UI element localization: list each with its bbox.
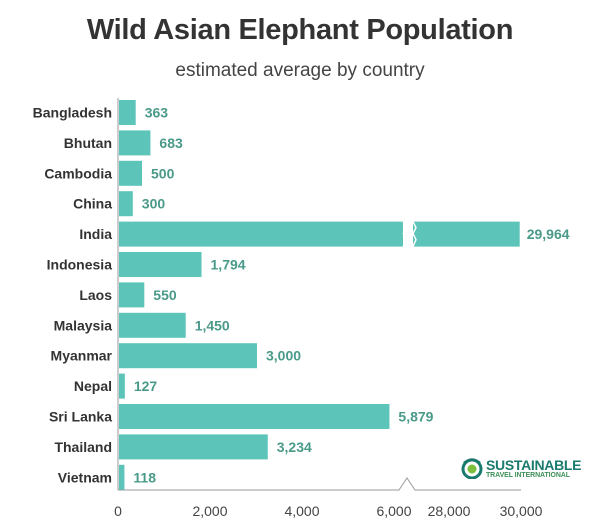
bar bbox=[119, 221, 403, 247]
value-label: 683 bbox=[159, 135, 183, 151]
category-label: Malaysia bbox=[54, 317, 113, 333]
value-label: 550 bbox=[153, 287, 177, 303]
bar bbox=[119, 404, 390, 429]
category-label: Nepal bbox=[74, 378, 112, 394]
category-label: India bbox=[79, 226, 112, 242]
value-label: 5,879 bbox=[398, 409, 433, 425]
value-label: 1,794 bbox=[211, 257, 246, 273]
category-label: Thailand bbox=[54, 439, 112, 455]
x-tick-label: 0 bbox=[114, 503, 122, 519]
logo-line1: SUSTAINABLE bbox=[486, 456, 582, 473]
logo-line2: TRAVEL INTERNATIONAL bbox=[486, 471, 570, 479]
bar bbox=[119, 373, 125, 399]
category-label: China bbox=[73, 196, 112, 212]
chart-title: Wild Asian Elephant Population bbox=[86, 14, 514, 46]
category-label: Bangladesh bbox=[33, 105, 112, 121]
category-label: Indonesia bbox=[47, 257, 113, 273]
axis-break bbox=[412, 221, 417, 247]
category-label: Sri Lanka bbox=[49, 409, 112, 425]
axis-break bbox=[402, 221, 407, 247]
bar bbox=[119, 160, 142, 186]
value-label: 127 bbox=[134, 378, 158, 394]
value-label: 363 bbox=[145, 105, 169, 121]
x-tick-label: 4,000 bbox=[284, 503, 319, 519]
value-label: 300 bbox=[142, 196, 166, 212]
category-label: Laos bbox=[79, 287, 112, 303]
category-label: Myanmar bbox=[51, 348, 113, 364]
value-label: 1,450 bbox=[195, 317, 230, 333]
value-label: 3,000 bbox=[266, 348, 301, 364]
bar bbox=[119, 312, 186, 338]
bar bbox=[119, 130, 151, 156]
bar bbox=[119, 252, 202, 277]
sustainable-travel-logo: SUSTAINABLE TRAVEL INTERNATIONAL bbox=[461, 456, 582, 479]
category-label: Vietnam bbox=[58, 469, 112, 485]
logo-icon bbox=[461, 458, 483, 479]
category-label: Cambodia bbox=[44, 165, 112, 181]
x-tick-label: 28,000 bbox=[428, 503, 471, 519]
bar bbox=[413, 221, 520, 247]
bar bbox=[119, 464, 125, 490]
x-tick-label: 30,000 bbox=[500, 503, 543, 519]
value-label: 3,234 bbox=[277, 439, 312, 455]
value-label: 500 bbox=[151, 165, 175, 181]
bar bbox=[119, 434, 268, 460]
bar bbox=[119, 282, 145, 308]
bar bbox=[119, 191, 133, 217]
x-tick-label: 2,000 bbox=[192, 503, 227, 519]
chart-subtitle: estimated average by country bbox=[175, 60, 425, 81]
value-label: 118 bbox=[133, 469, 156, 485]
x-axis bbox=[118, 477, 521, 491]
category-label: Bhutan bbox=[64, 135, 112, 151]
value-label: 29,964 bbox=[527, 226, 570, 242]
bar bbox=[119, 343, 257, 369]
bar bbox=[119, 100, 136, 125]
x-tick-label: 6,000 bbox=[376, 503, 411, 519]
